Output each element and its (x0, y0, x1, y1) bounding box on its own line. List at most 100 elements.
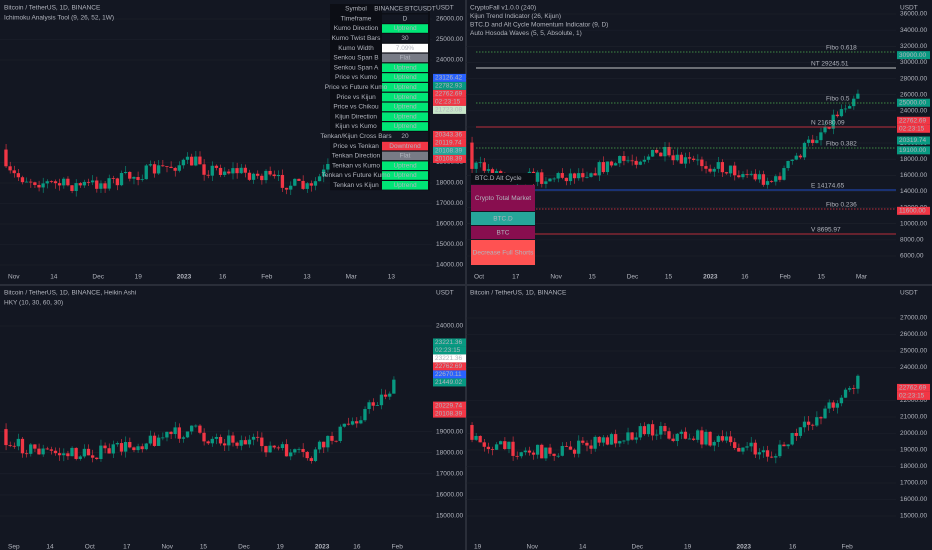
candle (301, 180, 305, 189)
price-label: 22762.69 (899, 385, 926, 392)
candle (99, 445, 103, 460)
candle (733, 442, 737, 448)
cycle-label: Decrease Full Shorts (473, 250, 534, 257)
candle (720, 162, 725, 173)
table-value: Flat (400, 153, 411, 160)
candle (70, 185, 74, 191)
candle (765, 181, 770, 185)
price-label: 02:23:15 (435, 99, 461, 106)
candle (115, 178, 120, 186)
candle (210, 165, 214, 176)
price-label: 20108.39 (435, 156, 462, 163)
candle (260, 437, 264, 447)
candle (181, 437, 186, 439)
candle (745, 174, 749, 175)
candle (214, 165, 219, 168)
price-label: 22762.69 (899, 117, 926, 124)
candle (482, 162, 486, 171)
x-tick-label: Dec (92, 274, 104, 281)
candle (786, 444, 790, 447)
price-label-bg (433, 338, 466, 347)
y-tick-label: 19000.00 (436, 428, 463, 435)
y-tick-label: 18000.00 (436, 180, 463, 187)
level-label: NT 29245.51 (811, 61, 849, 68)
cycle-title: BTC.D Alt Cycle (475, 175, 522, 182)
table-cell (382, 102, 428, 112)
table-cell (382, 92, 428, 102)
candle (597, 162, 601, 176)
table-key: Senkou Span A (334, 64, 379, 71)
candle (634, 160, 638, 165)
candle (548, 178, 552, 182)
x-tick-label: 2023 (177, 274, 192, 281)
y-tick-label: 18000.00 (900, 156, 927, 163)
x-tick-label: Mar (856, 274, 868, 281)
y-tick-label: 6000.00 (900, 253, 924, 260)
x-tick-label: Mar (346, 274, 358, 281)
price-label-bg (433, 346, 466, 355)
candle (297, 448, 301, 450)
candle (618, 155, 622, 164)
currency-label: USDT (436, 290, 454, 297)
candle (185, 431, 190, 438)
candle (659, 426, 663, 435)
table-key: Tenkan/Kijun Cross Bars (320, 133, 392, 140)
candle (572, 173, 577, 179)
indicator-legend: Auto Hosoda Waves (5, 5, Absolute, 1) (470, 30, 582, 37)
table-cell (382, 122, 428, 131)
candle (642, 426, 647, 435)
candle (239, 167, 243, 174)
candle (794, 433, 798, 436)
candle (115, 443, 120, 445)
table-value: Uptrend (393, 94, 417, 101)
indicator-legend: HKY (10, 30, 60, 30) (4, 300, 63, 307)
price-label-bg (433, 130, 466, 139)
y-tick-label: 17000.00 (436, 200, 463, 207)
table-value: Uptrend (393, 172, 417, 179)
y-tick-label: 30000.00 (900, 59, 927, 66)
candle (66, 178, 70, 186)
candle (90, 455, 95, 458)
candle (173, 427, 177, 435)
y-tick-label: 20000.00 (900, 430, 927, 437)
candle (189, 156, 194, 166)
candle (667, 431, 671, 439)
candle (227, 435, 231, 446)
candle (609, 161, 614, 166)
level-label: N 21680.09 (811, 120, 845, 127)
candle (239, 440, 243, 446)
table-value: Uptrend (393, 25, 417, 32)
candle (556, 455, 560, 457)
candle (774, 456, 778, 458)
y-tick-label: 10000.00 (900, 220, 927, 227)
candle (37, 448, 41, 455)
candle (478, 435, 482, 443)
y-tick-label: 24000.00 (900, 108, 927, 115)
candle (189, 425, 194, 432)
candle (749, 442, 753, 447)
candle (128, 442, 132, 448)
candle (148, 164, 153, 166)
table-value: Downtrend (389, 143, 421, 150)
x-tick-label: 16 (741, 274, 749, 281)
price-label-bg (433, 105, 466, 114)
price-label: 20119.74 (435, 140, 462, 147)
candle (577, 173, 581, 179)
table-cell (382, 161, 428, 170)
candle (757, 452, 761, 455)
candle (123, 442, 128, 452)
candle (12, 445, 16, 447)
candle (712, 441, 716, 446)
candle (733, 165, 737, 176)
table-cell (382, 4, 428, 14)
y-tick-label: 27000.00 (900, 315, 927, 322)
candle (486, 446, 491, 450)
candle (20, 438, 25, 454)
candle (359, 420, 363, 424)
price-label-bg (433, 154, 466, 163)
candle (856, 375, 860, 389)
candle (605, 437, 610, 445)
level-label: Fibo 0.236 (826, 202, 857, 209)
x-tick-label: Nov (8, 274, 20, 281)
candle (231, 168, 235, 174)
